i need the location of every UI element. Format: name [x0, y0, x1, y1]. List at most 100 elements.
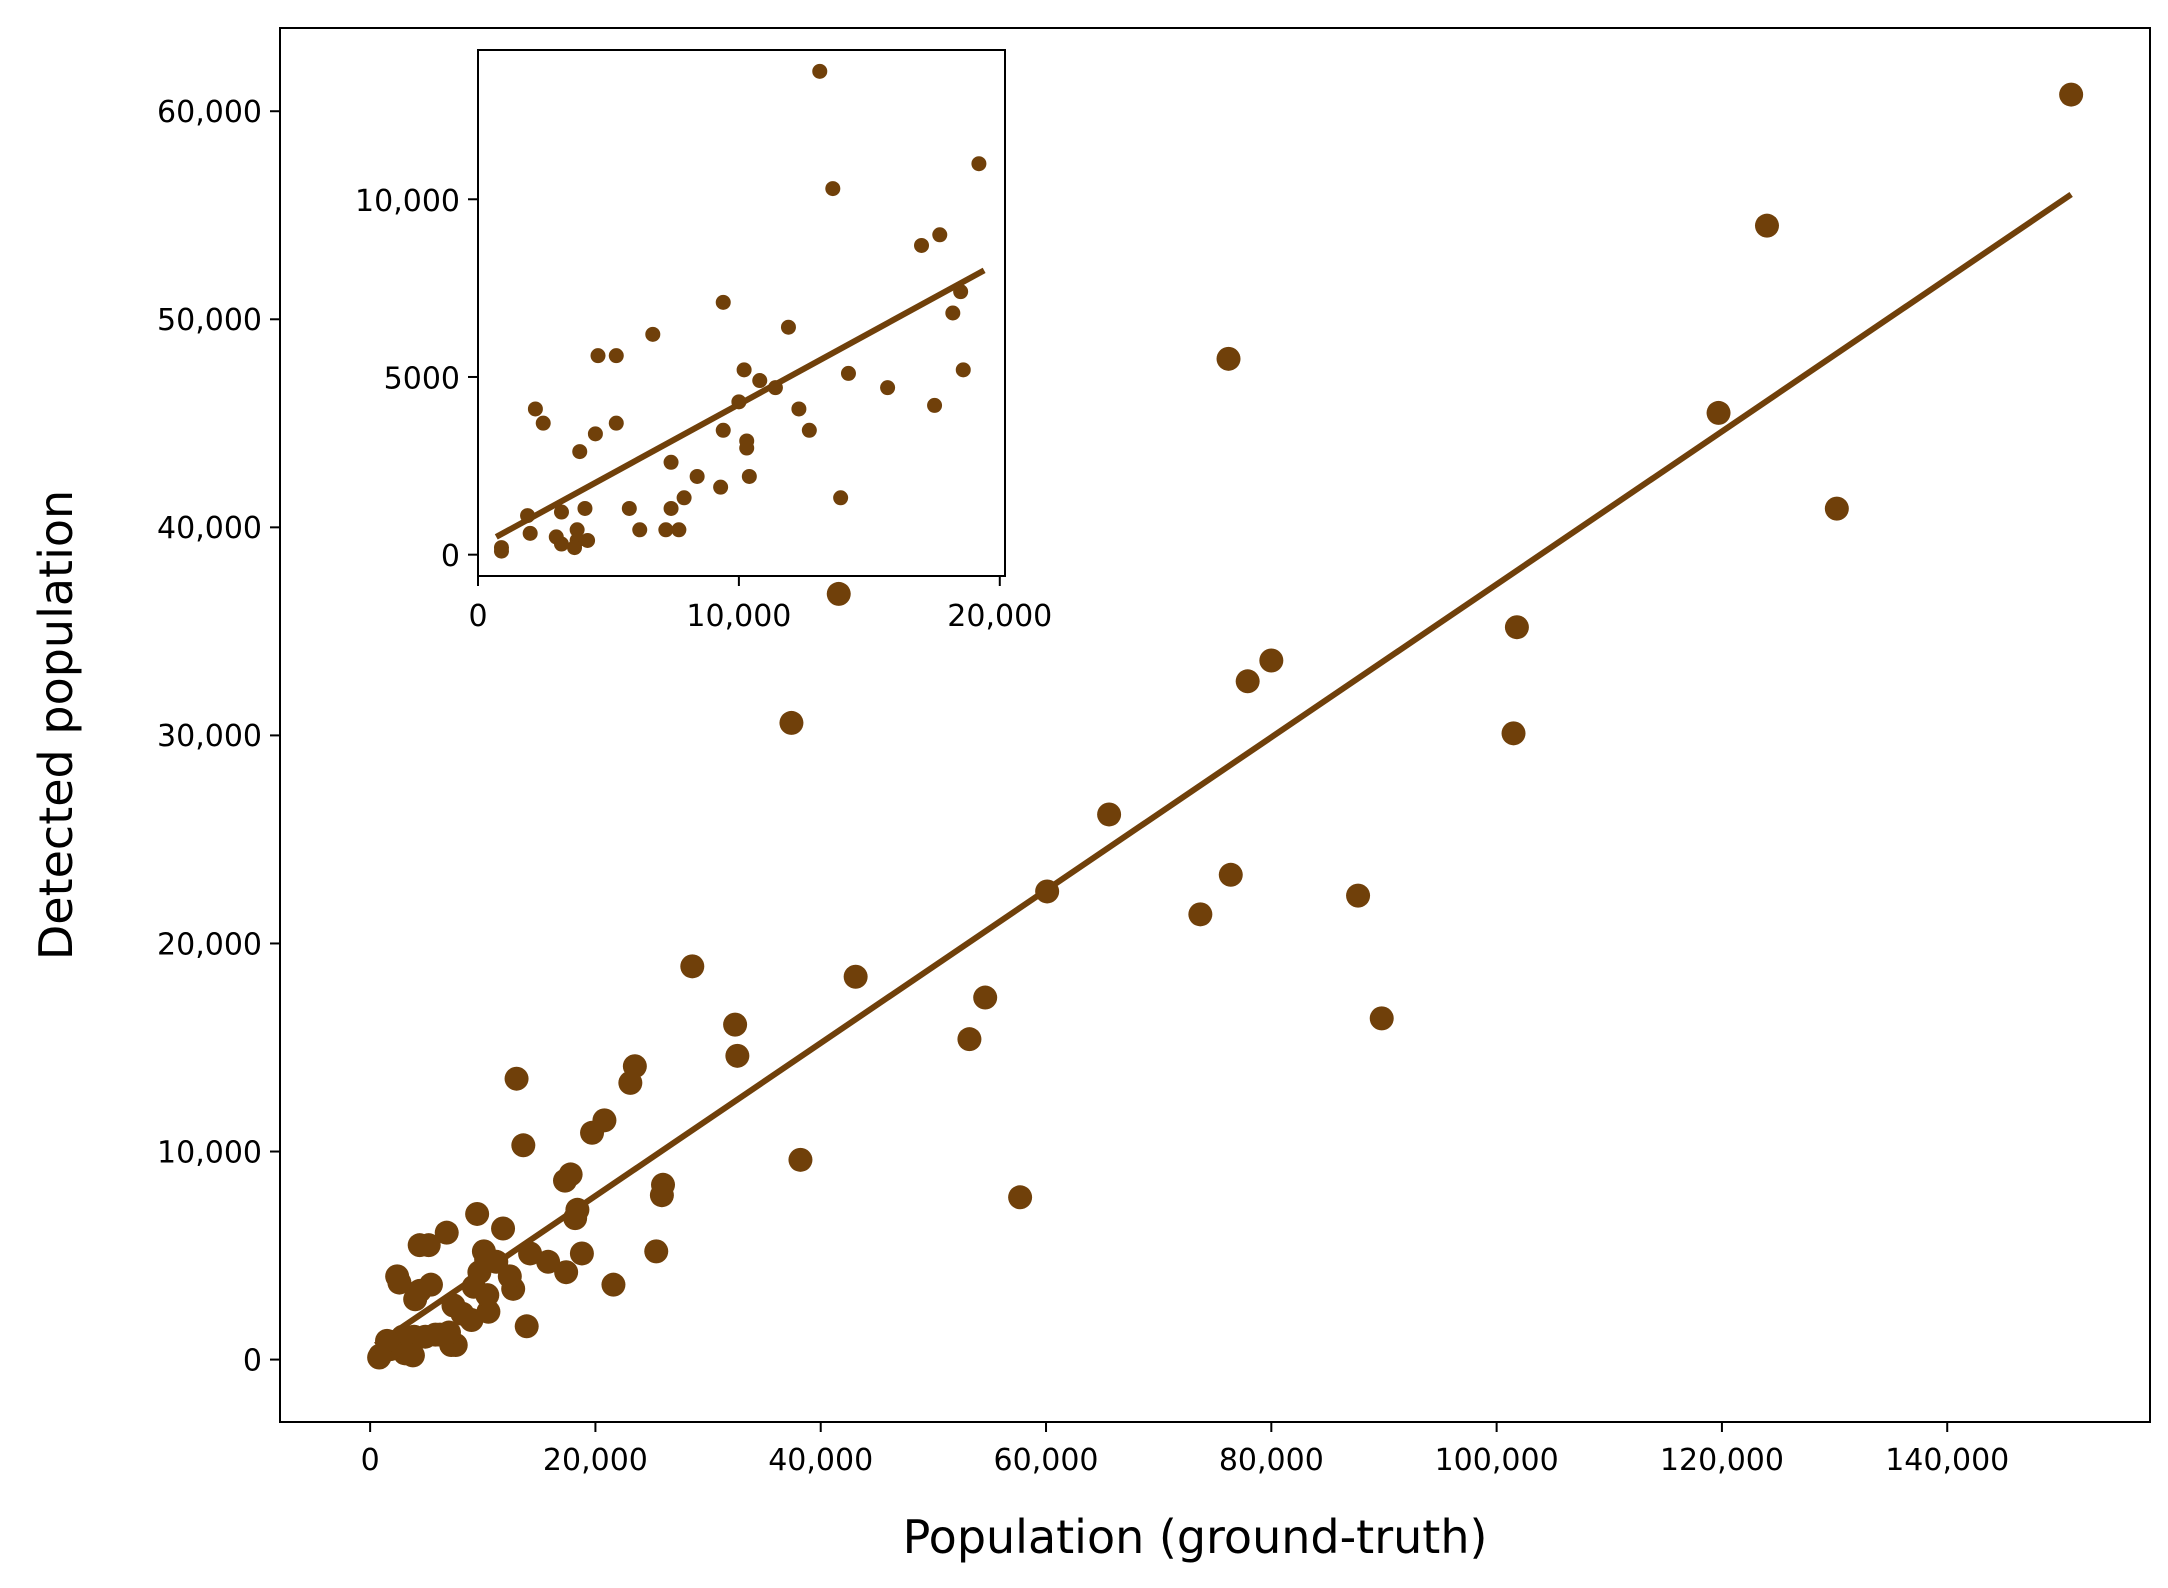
data-point: [493, 543, 509, 559]
data-point: [741, 468, 757, 484]
data-point: [461, 1274, 486, 1299]
data-point: [833, 490, 849, 506]
inset-plot: 0 10,000 20,000 0 5000 10,000: [355, 49, 1052, 634]
data-point: [1035, 879, 1060, 904]
data-point: [511, 1133, 536, 1158]
data-point: [403, 1287, 428, 1312]
data-point: [945, 305, 961, 321]
x-tick-label: 20,000: [543, 1443, 648, 1478]
data-point: [569, 522, 585, 538]
data-point: [587, 426, 603, 442]
data-point: [680, 954, 705, 979]
data-point: [791, 401, 807, 417]
data-point: [752, 373, 768, 389]
y-tick-label: 10,000: [355, 184, 460, 219]
data-point: [518, 1241, 543, 1266]
data-point: [736, 362, 752, 378]
data-point: [840, 365, 856, 381]
data-point: [1346, 883, 1371, 908]
main-data-points: [367, 82, 2084, 1370]
data-point: [1259, 648, 1284, 673]
x-tick-label: 80,000: [1219, 1443, 1324, 1478]
y-tick-label: 50,000: [157, 303, 262, 338]
data-point: [739, 433, 755, 449]
data-point: [553, 1168, 578, 1193]
data-point: [1097, 802, 1122, 827]
data-point: [504, 1066, 529, 1091]
data-point: [569, 1241, 594, 1266]
data-point: [932, 227, 948, 243]
x-tick-label: 20,000: [947, 599, 1052, 634]
data-point: [514, 1314, 539, 1339]
data-point: [608, 415, 624, 431]
x-tick-label: 0: [468, 599, 487, 634]
main-plot-frame: [279, 27, 2151, 1423]
data-point: [723, 1012, 748, 1037]
data-point: [2059, 82, 2084, 107]
data-point: [491, 1216, 516, 1241]
data-point: [713, 479, 729, 495]
data-point: [441, 1293, 466, 1318]
data-point: [572, 444, 588, 460]
x-tick-label: 140,000: [1885, 1443, 2009, 1478]
data-point: [385, 1264, 410, 1289]
data-point: [601, 1272, 626, 1297]
main-trend-line: [374, 191, 2073, 1348]
data-point: [955, 362, 971, 378]
data-point: [536, 1249, 561, 1274]
data-point: [618, 1070, 643, 1095]
inset-plot-frame: [477, 49, 1006, 577]
data-point: [779, 710, 804, 735]
y-tick-label: 10,000: [157, 1135, 262, 1170]
data-point: [826, 581, 851, 606]
x-tick-label: 40,000: [768, 1443, 873, 1478]
data-point: [957, 1027, 982, 1052]
data-point: [825, 181, 841, 197]
y-tick-label: 60,000: [157, 95, 262, 130]
data-point: [676, 490, 692, 506]
data-point: [608, 348, 624, 364]
data-point: [520, 508, 536, 524]
inset-x-axis: 0 10,000 20,000: [468, 576, 1052, 634]
data-point: [971, 156, 987, 172]
data-point: [914, 237, 930, 253]
data-point: [590, 348, 606, 364]
data-point: [567, 540, 583, 556]
data-point: [1501, 721, 1526, 746]
data-point: [715, 422, 731, 438]
data-point: [471, 1239, 496, 1264]
data-point: [689, 468, 705, 484]
data-point: [465, 1201, 490, 1226]
data-point: [973, 985, 998, 1010]
data-point: [1754, 213, 1779, 238]
data-point: [1218, 862, 1243, 887]
data-point: [527, 401, 543, 417]
data-point: [658, 522, 674, 538]
data-point: [880, 380, 896, 396]
data-point: [621, 500, 637, 516]
data-point: [725, 1043, 750, 1068]
data-point: [553, 504, 569, 520]
y-tick-label: 20,000: [157, 927, 262, 962]
data-point: [1369, 1006, 1394, 1031]
data-point: [927, 397, 943, 413]
data-point: [632, 522, 648, 538]
data-point: [645, 326, 661, 342]
main-y-axis: 0 10,000 20,000 30,000 40,000 50,000 60,000: [157, 95, 280, 1378]
data-point: [580, 1120, 605, 1145]
data-point: [812, 63, 828, 79]
y-tick-label: 0: [243, 1343, 262, 1378]
data-point: [548, 529, 564, 545]
data-point: [1235, 669, 1260, 694]
data-point: [522, 525, 538, 541]
data-point: [801, 422, 817, 438]
data-point: [671, 522, 687, 538]
data-point: [843, 964, 868, 989]
data-point: [434, 1220, 459, 1245]
x-tick-label: 100,000: [1435, 1443, 1559, 1478]
data-point: [663, 500, 679, 516]
data-point: [788, 1147, 813, 1172]
data-point: [731, 394, 747, 410]
inset-y-axis: 0 5000 10,000: [355, 184, 478, 574]
